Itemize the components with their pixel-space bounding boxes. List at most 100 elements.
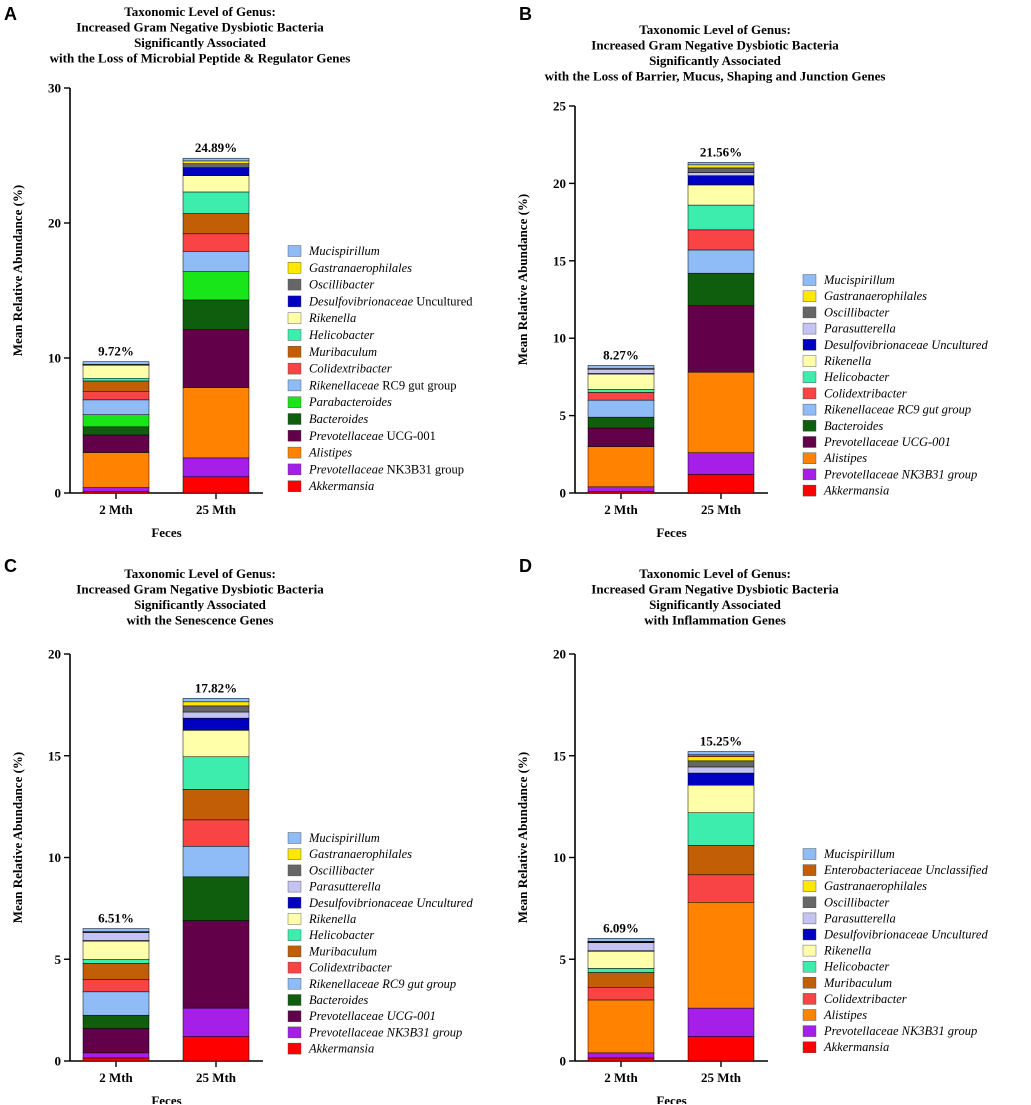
legend-entry-italic: Bacteroides — [309, 993, 368, 1007]
legend-entry: Enterobacteriaceae Unclassified — [823, 863, 988, 877]
legend-swatch — [802, 1025, 817, 1037]
bar-segment-oscillibacter — [687, 167, 755, 173]
bar-segment-parasutterella — [182, 711, 250, 719]
legend-entry-italic: Rikenella — [823, 944, 871, 958]
bar-segment-parasutterella — [587, 942, 655, 951]
legend-entry: Desulfovibrionaceae Uncultured — [823, 338, 988, 352]
bar-segment-prevotellaceae-nk3b31-group — [687, 1007, 755, 1037]
bar-segment-helicobacter — [182, 756, 250, 790]
legend-entry-italic: Prevotellaceae — [308, 429, 384, 443]
y-tick-label: 20 — [48, 647, 61, 662]
bar-segment-desulfovibrionaceae-uncultured — [687, 772, 755, 786]
legend-entry-italic: Colidextribacter — [309, 961, 392, 975]
bar-segment-akkermansia — [82, 1057, 150, 1062]
bar-segment-prevotellaceae-nk3b31-group — [82, 1052, 150, 1059]
legend-entry-italic: Bacteroides — [309, 412, 368, 426]
bar-segment-colidextribacter — [587, 392, 655, 401]
y-tick-label: 10 — [553, 331, 566, 346]
y-tick-label: 0 — [55, 486, 62, 501]
bar-segment-helicobacter — [687, 812, 755, 846]
legend-entry-italic: Oscillibacter — [309, 278, 374, 292]
bar-total-label: 15.25% — [700, 733, 742, 748]
legend-entry: Bacteroides — [309, 412, 368, 426]
legend-entry: Prevotellaceae NK3B31 group — [823, 1024, 977, 1038]
legend-entry-italic: Rikenellaceae — [308, 378, 380, 392]
legend-swatch — [287, 961, 302, 974]
legend-entry: Muribaculum — [823, 976, 892, 990]
bar-segment-mucispirillum — [182, 698, 250, 703]
bar-segment-prevotellaceae-nk3b31-group — [587, 486, 655, 492]
legend-entry: Oscillibacter — [824, 305, 889, 319]
legend-entry-italic: Akkermansia — [308, 1042, 374, 1056]
bar-segment-bacteroides — [587, 416, 655, 429]
legend-entry-italic: Helicobacter — [308, 928, 374, 942]
legend-swatch — [287, 362, 302, 375]
legend-entry: Prevotellaceae UCG-001 — [308, 1009, 436, 1023]
chart-title-line: with the Loss of Microbial Peptide & Reg… — [50, 51, 351, 66]
bar-segment-helicobacter — [587, 389, 655, 393]
bar-segment-gastranaerophilales — [182, 701, 250, 707]
bar-segment-colidextribacter — [82, 391, 150, 401]
chart-title-line: Taxonomic Level of Genus: — [124, 566, 276, 581]
legend-entry: Colidextribacter — [309, 961, 392, 975]
panel-b: B Taxonomic Level of Genus: Increased Gram… — [515, 0, 1030, 552]
chart-title-line: Taxonomic Level of Genus: — [639, 22, 791, 37]
bar-segment-parasutterella — [687, 172, 755, 176]
y-tick-label: 15 — [553, 748, 567, 763]
legend-entry-italic: Enterobacteriaceae Unclassified — [823, 863, 988, 877]
chart-title-line: with the Senescence Genes — [127, 613, 274, 628]
legend-entry: Oscillibacter — [309, 278, 374, 292]
panel-d: D Taxonomic Level of Genus: Increased Gram… — [515, 552, 1030, 1104]
legend-swatch — [287, 1010, 302, 1022]
bar-segment-akkermansia — [687, 474, 755, 494]
bar-segment-mucispirillum — [182, 157, 250, 162]
panel-letter: A — [4, 4, 17, 24]
bar-segment-muribaculum — [82, 380, 150, 393]
legend-swatch — [287, 463, 302, 476]
y-tick-label: 5 — [560, 408, 567, 423]
panel-c: C Taxonomic Level of Genus: Increased Gram… — [0, 552, 515, 1104]
legend-entry: Alistipes — [823, 451, 867, 465]
legend-swatch — [287, 848, 302, 860]
legend-swatch — [802, 848, 817, 860]
bar-segment-rikenellaceae-rc9-gut-group — [182, 251, 250, 272]
category-label: 25 Mth — [701, 1070, 742, 1085]
legend-swatch — [287, 480, 302, 492]
legend-entry-plain: NK3B31 group — [384, 462, 465, 476]
bar-segment-parabacteroides — [82, 414, 150, 428]
legend-entry-italic: Helicobacter — [308, 328, 374, 342]
legend-entry: Bacteroides — [309, 993, 368, 1007]
legend-swatch — [802, 339, 817, 351]
legend-entry: Mucispirillum — [308, 831, 380, 845]
legend-swatch — [802, 403, 817, 416]
bar-segment-bacteroides — [82, 1014, 150, 1029]
legend-entry-italic: Rikenella — [823, 354, 871, 368]
bar-segment-helicobacter — [687, 204, 755, 231]
legend-swatch — [802, 420, 817, 432]
bar-segment-bacteroides — [182, 876, 250, 921]
chart-title-line: with Inflammation Genes — [644, 613, 786, 628]
legend-entry-italic: Oscillibacter — [824, 305, 889, 319]
legend-entry: Prevotellaceae NK3B31 group — [308, 462, 464, 476]
legend-swatch — [287, 312, 302, 324]
legend-entry: Muribaculum — [308, 345, 377, 359]
legend-entry: Bacteroides — [824, 419, 883, 433]
legend-entry-italic: Prevotellaceae UCG-001 — [308, 1009, 436, 1023]
legend-entry: Colidextribacter — [309, 362, 392, 376]
bar-segment-prevotellaceae-ucg-001 — [587, 427, 655, 447]
bar-segment-oscillibacter — [687, 760, 755, 768]
legend-entry: Alistipes — [308, 446, 352, 460]
chart-d: D Taxonomic Level of Genus:Increased Gram… — [515, 556, 988, 1104]
bar-segment-colidextribacter — [182, 819, 250, 847]
legend-entry: Akkermansia — [308, 1042, 374, 1056]
legend-entry: Mucispirillum — [823, 847, 895, 861]
legend-entry: Prevotellaceae UCG-001 — [823, 435, 951, 449]
bar-segment-mucispirillum — [82, 928, 150, 932]
legend-entry-italic: Rikenellaceae RC9 gut group — [308, 977, 456, 991]
legend-entry-italic: Mucispirillum — [308, 244, 380, 258]
bar-segment-prevotellaceae-ucg-001 — [182, 920, 250, 1009]
legend-entry: Akkermansia — [823, 1040, 889, 1054]
legend-swatch — [802, 306, 817, 319]
legend-swatch — [287, 396, 302, 408]
bar-segment-enterobacteriaceae-unclassified — [687, 754, 755, 758]
